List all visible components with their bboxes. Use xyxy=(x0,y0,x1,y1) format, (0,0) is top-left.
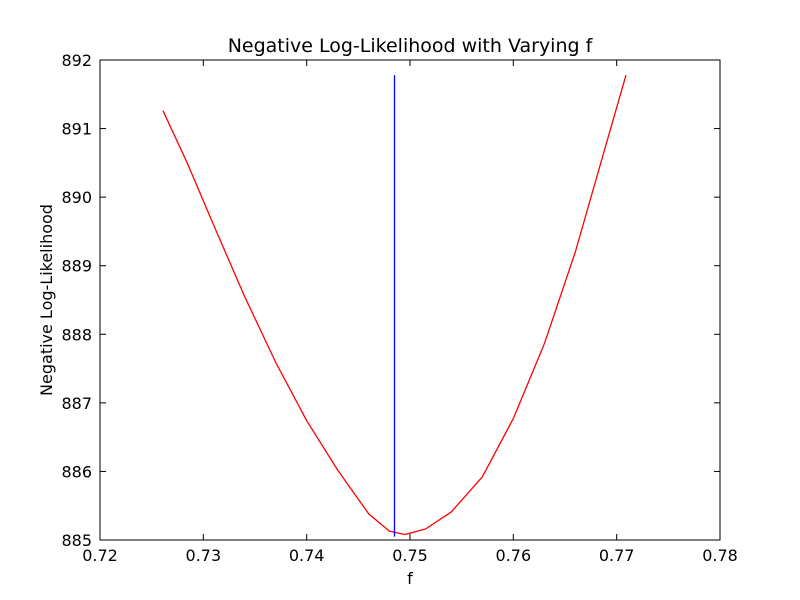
plot-background xyxy=(100,60,720,540)
x-tick-label: 0.77 xyxy=(599,546,635,565)
y-tick-label: 891 xyxy=(61,120,92,139)
plot-area xyxy=(100,60,720,540)
y-tick-label: 892 xyxy=(61,51,92,70)
x-tick-label: 0.76 xyxy=(496,546,532,565)
y-tick-label: 886 xyxy=(61,462,92,481)
chart-title: Negative Log-Likelihood with Varying f xyxy=(228,35,594,57)
x-tick-label: 0.72 xyxy=(82,546,118,565)
plot-frame xyxy=(99,59,721,541)
y-axis-label: Negative Log-Likelihood xyxy=(37,204,56,396)
y-tick-label: 887 xyxy=(61,394,92,413)
y-tick-label: 890 xyxy=(61,188,92,207)
y-tick-label: 889 xyxy=(61,257,92,276)
x-tick-label: 0.73 xyxy=(186,546,222,565)
series-line-1 xyxy=(162,74,627,536)
axis-ticks: 0.72 0.73 0.74 0.75 0.76 0.77 0.78 885 886 887 888… xyxy=(61,51,737,565)
x-tick-label: 0.74 xyxy=(289,546,325,565)
x-tick-label: 0.78 xyxy=(702,546,738,565)
x-axis-label: f xyxy=(407,569,413,588)
y-tick-label: 885 xyxy=(61,531,92,550)
y-tick-label: 888 xyxy=(61,325,92,344)
x-tick-label: 0.75 xyxy=(392,546,428,565)
